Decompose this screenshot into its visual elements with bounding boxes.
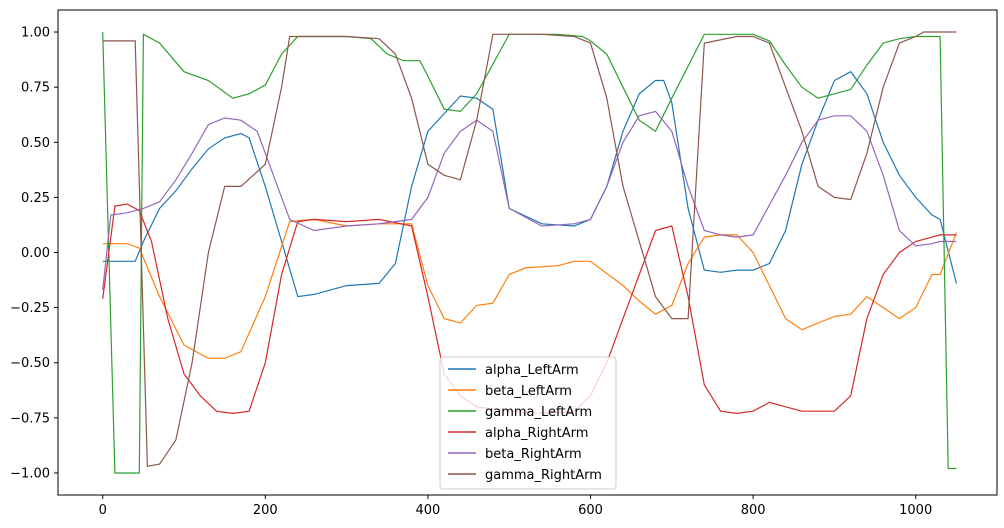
y-tick-label: 0.00 — [21, 246, 50, 261]
y-tick-label: 0.75 — [21, 81, 50, 96]
x-tick-label: 1000 — [899, 503, 932, 518]
x-axis: 0 200 400 600 800 1000 — [99, 495, 932, 518]
legend-label-gamma_LeftArm: gamma_LeftArm — [485, 405, 592, 420]
x-tick-label: 0 — [99, 503, 107, 518]
y-tick-label: 1.00 — [21, 26, 50, 41]
legend-box — [439, 356, 617, 490]
x-tick-label: 400 — [415, 503, 440, 518]
y-tick-label: 0.25 — [21, 191, 50, 206]
series-line-beta_LeftArm — [102, 218, 957, 359]
series-line-beta_RightArm — [102, 110, 957, 291]
y-tick-label: −0.75 — [10, 411, 50, 426]
y-tick-label: −0.50 — [10, 356, 50, 371]
x-tick-label: 600 — [578, 503, 603, 518]
series-line-alpha_LeftArm — [102, 70, 957, 298]
y-tick-label: 0.50 — [21, 136, 50, 151]
legend-label-alpha_LeftArm: alpha_LeftArm — [485, 363, 579, 378]
y-tick-label: −0.25 — [10, 301, 50, 316]
y-tick-label: −1.00 — [10, 466, 50, 481]
legend: alpha_LeftArm beta_LeftArm gamma_LeftArmal… — [439, 356, 617, 490]
legend-label-beta_LeftArm: beta_LeftArm — [485, 384, 572, 399]
legend-label-alpha_RightArm: alpha_RightArm — [485, 426, 588, 441]
legend-items: alpha_LeftArm beta_LeftArm gamma_LeftArmal… — [448, 363, 602, 483]
series-line-gamma_RightArm — [102, 31, 957, 468]
legend-label-beta_RightArm: beta_RightArm — [485, 447, 582, 462]
x-tick-label: 800 — [741, 503, 766, 518]
legend-label-gamma_RightArm: gamma_RightArm — [485, 468, 602, 483]
x-tick-label: 200 — [253, 503, 278, 518]
series-layer — [102, 31, 957, 474]
plot-area — [57, 9, 998, 496]
y-axis: 1.00 0.75 0.50 0.25 0.00 −0.25 −0.50 −0.75 −1.00 — [10, 26, 58, 481]
